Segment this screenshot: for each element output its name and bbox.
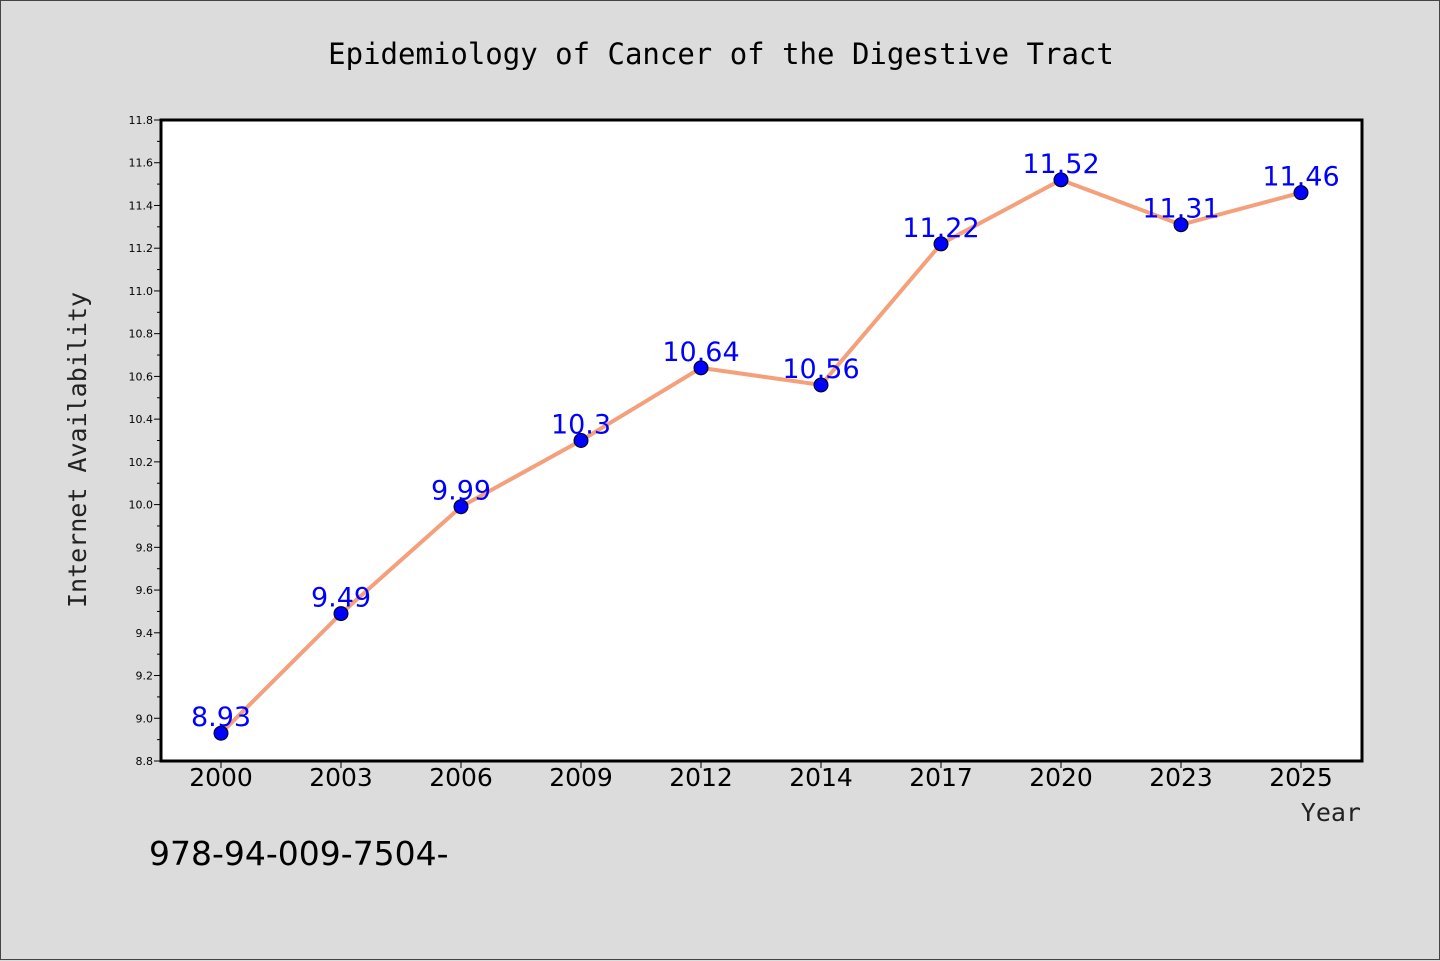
y-tick-label: 11.6 — [129, 157, 154, 170]
data-markers — [213, 172, 1309, 741]
x-tick-label: 2009 — [549, 763, 613, 792]
data-point — [333, 606, 349, 622]
x-axis: 2000 2003 2006 2009 2012 2014 2017 2020 2023 2025 — [189, 761, 1333, 792]
x-axis-label: Year — [1301, 798, 1361, 827]
data-label: 10.56 — [782, 354, 859, 385]
data-point — [813, 377, 829, 393]
plot-area — [159, 118, 1364, 763]
data-label: 11.52 — [1022, 149, 1099, 180]
data-point — [573, 433, 589, 448]
data-label: 11.46 — [1262, 162, 1339, 193]
x-tick-label: 2003 — [309, 763, 373, 792]
chart-title: Epidemiology of Cancer of the Digestive … — [328, 37, 1114, 71]
data-point — [693, 360, 709, 376]
x-tick-label: 2012 — [669, 763, 733, 792]
y-tick-label: 9.4 — [136, 627, 154, 640]
data-label: 8.93 — [191, 702, 251, 733]
data-point — [933, 236, 949, 252]
data-labels: 8.93 9.49 9.99 10.3 10.64 10.56 11.22 11.52 11.3… — [191, 149, 1340, 733]
y-tick-label: 8.8 — [136, 755, 154, 768]
data-point — [213, 725, 229, 741]
y-tick-label: 10.0 — [129, 499, 154, 512]
x-tick-label: 2017 — [909, 763, 973, 792]
y-tick-label: 11.4 — [129, 199, 154, 212]
data-label: 9.49 — [311, 583, 371, 614]
y-tick-label: 10.4 — [129, 413, 154, 426]
data-label: 11.31 — [1142, 194, 1219, 225]
data-point — [1173, 217, 1189, 233]
y-tick-label: 9.8 — [136, 541, 154, 554]
x-tick-label: 2023 — [1149, 763, 1213, 792]
y-tick-label: 10.8 — [129, 328, 154, 341]
series-line — [219, 177, 1302, 735]
data-point — [1293, 185, 1309, 201]
data-label: 11.22 — [902, 213, 979, 244]
x-tick-label: 2000 — [189, 763, 253, 792]
y-tick-label: 10.2 — [129, 456, 154, 469]
y-tick-label: 9.6 — [136, 584, 154, 597]
data-point — [453, 499, 469, 515]
y-axis: 8.8 9.0 9.2 9.4 9.6 9.8 10.0 10.2 10.4 10.6 10.8 11… — [129, 114, 161, 768]
footnote-text: 978-94-009-7504- — [149, 834, 449, 873]
data-label: 9.99 — [431, 476, 491, 507]
data-point — [1053, 172, 1069, 188]
x-tick-label: 2025 — [1269, 763, 1333, 792]
y-tick-label: 11.2 — [129, 242, 154, 255]
x-tick-label: 2020 — [1029, 763, 1093, 792]
x-tick-label: 2014 — [789, 763, 853, 792]
y-tick-label: 11.0 — [129, 285, 154, 298]
y-axis-label: Internet Availability — [63, 292, 92, 608]
data-label: 10.64 — [662, 337, 739, 368]
y-tick-label: 11.8 — [129, 114, 154, 127]
x-tick-label: 2006 — [429, 763, 493, 792]
y-tick-label: 9.2 — [136, 670, 154, 683]
y-tick-label: 10.6 — [129, 370, 154, 383]
y-tick-label: 9.0 — [136, 712, 154, 725]
data-label: 10.3 — [551, 410, 611, 441]
